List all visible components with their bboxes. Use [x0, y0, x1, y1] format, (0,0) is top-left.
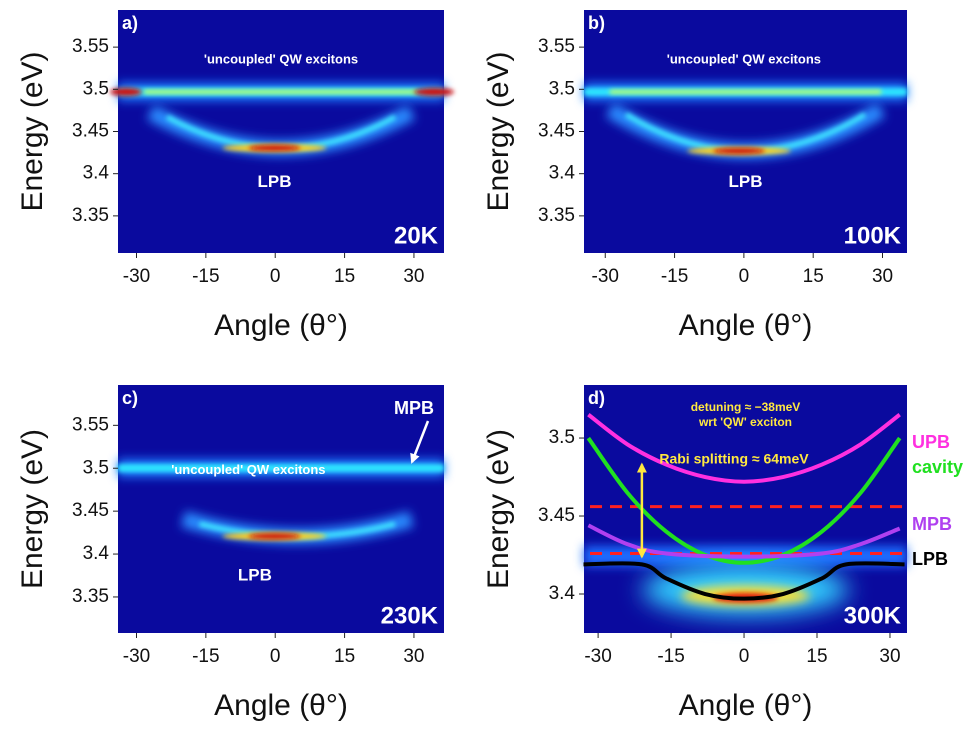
y-axis-label: Energy (eV) [16, 51, 49, 211]
x-tick-label: -15 [192, 646, 219, 667]
heatmap-background [118, 385, 444, 633]
y-tick-label: 3.4 [83, 543, 110, 564]
panel: 3.4 3.45 3.5 -30 -15 0 15 30 Angle (θ°) Energy (e… [482, 385, 963, 722]
series-line [586, 436, 902, 565]
panel-label: c) [122, 388, 138, 408]
x-tick-label: 30 [403, 266, 424, 287]
x-axis-label: Angle (θ°) [679, 689, 813, 722]
exciton-band-hot [414, 87, 454, 96]
series-line [583, 561, 905, 601]
y-tick-label: 3.45 [72, 121, 109, 142]
note: detuning ≈ −38meV [691, 400, 801, 414]
heatmap-background [118, 10, 444, 253]
series-line [587, 523, 901, 559]
x-tick-label: -15 [661, 266, 688, 287]
x-tick-label: 30 [879, 646, 900, 667]
temperature-label: 300K [844, 602, 902, 629]
panel-label: b) [588, 13, 605, 33]
x-tick-label: 15 [803, 266, 824, 287]
y-axis-label: Energy (eV) [16, 429, 49, 589]
x-tick-label: -30 [584, 646, 611, 667]
x-tick-label: -15 [192, 266, 219, 287]
y-tick-label: 3.5 [83, 78, 109, 99]
x-tick-label: -30 [592, 266, 619, 287]
x-tick-label: 15 [806, 646, 827, 667]
lpb-hot [248, 533, 301, 540]
note: wrt 'QW' exciton [698, 415, 792, 429]
legend-label: UPB [912, 432, 950, 452]
temperature-label: 100K [844, 222, 902, 249]
heatmap-background [584, 10, 907, 253]
series-line [587, 413, 901, 484]
y-tick-label: 3.55 [538, 36, 575, 57]
y-tick-label: 3.4 [83, 163, 110, 184]
exciton-band-core [609, 89, 882, 94]
x-tick-label: 0 [739, 646, 750, 667]
legend-label: LPB [912, 549, 948, 569]
x-axis-label: Angle (θ°) [214, 309, 348, 342]
y-tick-label: 3.5 [549, 427, 575, 448]
branch-label: LPB [729, 172, 763, 191]
y-tick-label: 3.45 [538, 121, 575, 142]
y-tick-label: 3.35 [72, 205, 109, 226]
x-tick-label: 30 [872, 266, 893, 287]
y-tick-label: 3.45 [538, 505, 575, 526]
rabi-label: Rabi splitting ≈ 64meV [659, 451, 809, 467]
x-tick-label: -15 [657, 646, 684, 667]
y-tick-label: 3.5 [83, 457, 109, 478]
x-tick-label: 15 [334, 646, 355, 667]
band-label: 'uncoupled' QW excitons [667, 51, 821, 66]
x-tick-label: 0 [270, 646, 281, 667]
band-label: 'uncoupled' QW excitons [204, 51, 358, 66]
branch-label: LPB [257, 172, 291, 191]
y-tick-label: 3.55 [72, 36, 109, 57]
legend-label: MPB [912, 514, 952, 534]
lpb-hot [248, 145, 301, 152]
y-tick-label: 3.5 [549, 78, 575, 99]
x-tick-label: 0 [270, 266, 281, 287]
y-tick-label: 3.35 [72, 586, 109, 607]
temperature-label: 20K [394, 222, 439, 249]
mpb-label: MPB [394, 398, 434, 418]
panel-label: d) [588, 388, 605, 408]
y-axis-label: Energy (eV) [482, 51, 515, 211]
panel: 3.35 3.4 3.45 3.5 3.55 -30 -15 0 15 30 Angle (θ°) E… [482, 10, 907, 342]
mpb-arrow [410, 420, 430, 464]
temperature-label: 230K [381, 602, 439, 629]
x-tick-label: 30 [403, 646, 424, 667]
exciton-band-hot [110, 87, 142, 96]
band-label: 'uncoupled' QW excitons [171, 462, 325, 477]
lpb-hot [713, 147, 765, 154]
exciton-band-core [144, 89, 418, 94]
x-axis-label: Angle (θ°) [679, 309, 813, 342]
y-tick-label: 3.45 [72, 500, 109, 521]
exciton-band [118, 464, 444, 473]
legend-label: cavity [912, 457, 963, 477]
panel-label: a) [122, 13, 138, 33]
panel: 3.35 3.4 3.45 3.5 3.55 -30 -15 0 15 30 Angle (θ°) E… [16, 10, 454, 342]
y-tick-label: 3.4 [549, 163, 576, 184]
x-tick-label: 0 [739, 266, 750, 287]
panel: 3.35 3.4 3.45 3.5 3.55 -30 -15 0 15 30 Angle (θ°) E… [16, 385, 444, 722]
branch-label: LPB [238, 565, 272, 584]
y-tick-label: 3.35 [538, 205, 575, 226]
x-tick-label: -30 [123, 266, 150, 287]
x-tick-label: -30 [123, 646, 150, 667]
x-tick-label: 15 [334, 266, 355, 287]
x-axis-label: Angle (θ°) [214, 689, 348, 722]
y-tick-label: 3.4 [549, 583, 576, 604]
y-axis-label: Energy (eV) [482, 429, 515, 589]
y-tick-label: 3.55 [72, 414, 109, 435]
